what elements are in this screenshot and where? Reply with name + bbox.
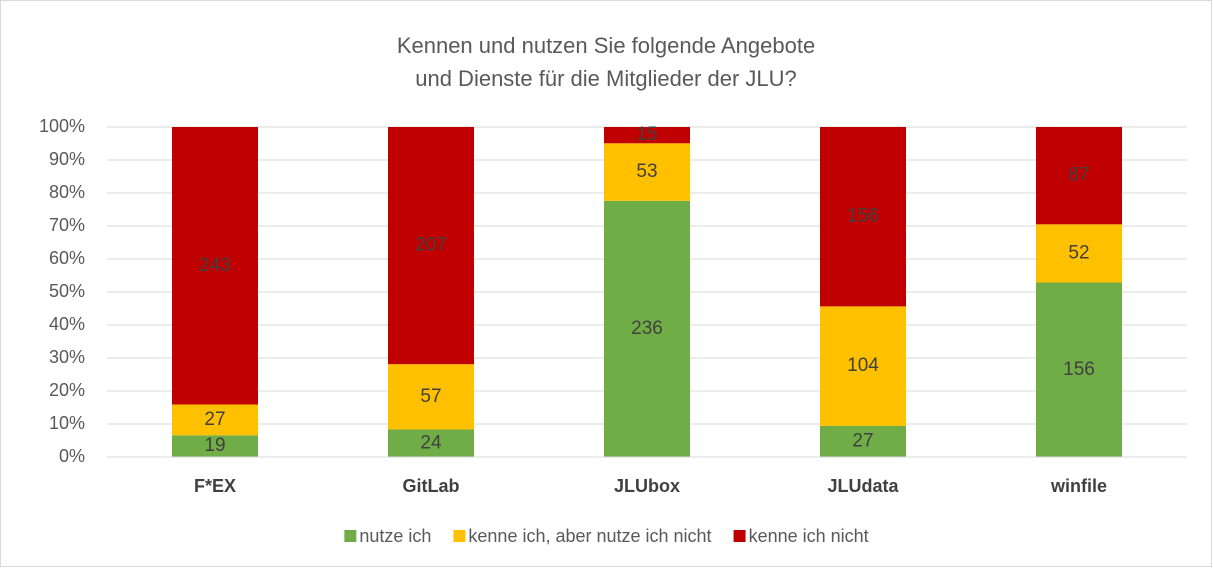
bar-segment [388,127,474,365]
data-label: 27 [852,430,873,451]
bar-segment [1036,224,1122,283]
y-tick-label: 90% [49,149,85,169]
bar-segment [820,425,906,457]
y-tick-label: 60% [49,248,85,268]
legend-label: kenne ich nicht [749,526,869,546]
bar-segment [604,200,690,457]
legend-label: kenne ich, aber nutze ich nicht [468,526,711,546]
data-label: 156 [847,206,879,227]
y-tick-label: 30% [49,347,85,367]
chart-title: und Dienste für die Mitglieder der JLU? [415,66,797,91]
bar-segment [172,127,258,405]
chart-title: Kennen und nutzen Sie folgende Angebote [397,33,815,58]
data-label: 156 [1063,359,1095,380]
data-label: 53 [636,161,657,182]
bar-segment [388,364,474,430]
bar-segment [820,306,906,426]
y-tick-label: 10% [49,413,85,433]
legend-label: nutze ich [359,526,431,546]
bar-segment [172,404,258,436]
data-label: 15 [636,124,657,145]
bar-segment [388,429,474,457]
bar-segment [172,435,258,457]
y-tick-label: 50% [49,281,85,301]
y-tick-label: 20% [49,380,85,400]
bar-segment [604,143,690,201]
x-tick-label: JLUdata [827,476,899,496]
x-tick-label: JLUbox [614,476,680,496]
data-label: 104 [847,355,879,376]
data-label: 27 [204,409,225,430]
y-tick-label: 70% [49,215,85,235]
legend-swatch [733,530,746,542]
bar-segment [1036,127,1122,225]
data-label: 87 [1068,165,1089,186]
bar-segment [1036,282,1122,457]
y-tick-label: 100% [39,116,85,136]
y-tick-label: 80% [49,182,85,202]
x-tick-label: GitLab [403,476,460,496]
data-label: 207 [415,235,447,256]
legend-swatch [453,530,466,542]
data-label: 57 [420,386,441,407]
bar-segment [820,127,906,307]
y-tick-label: 0% [59,446,85,466]
data-label: 236 [631,318,663,339]
legend-swatch [344,530,357,542]
x-tick-label: F*EX [194,476,236,496]
data-label: 24 [420,432,442,453]
y-tick-label: 40% [49,314,85,334]
x-tick-label: winfile [1050,476,1107,496]
data-label: 243 [199,255,231,276]
bar-segment [604,127,690,144]
data-label: 52 [1068,242,1089,263]
data-label: 19 [204,435,225,456]
